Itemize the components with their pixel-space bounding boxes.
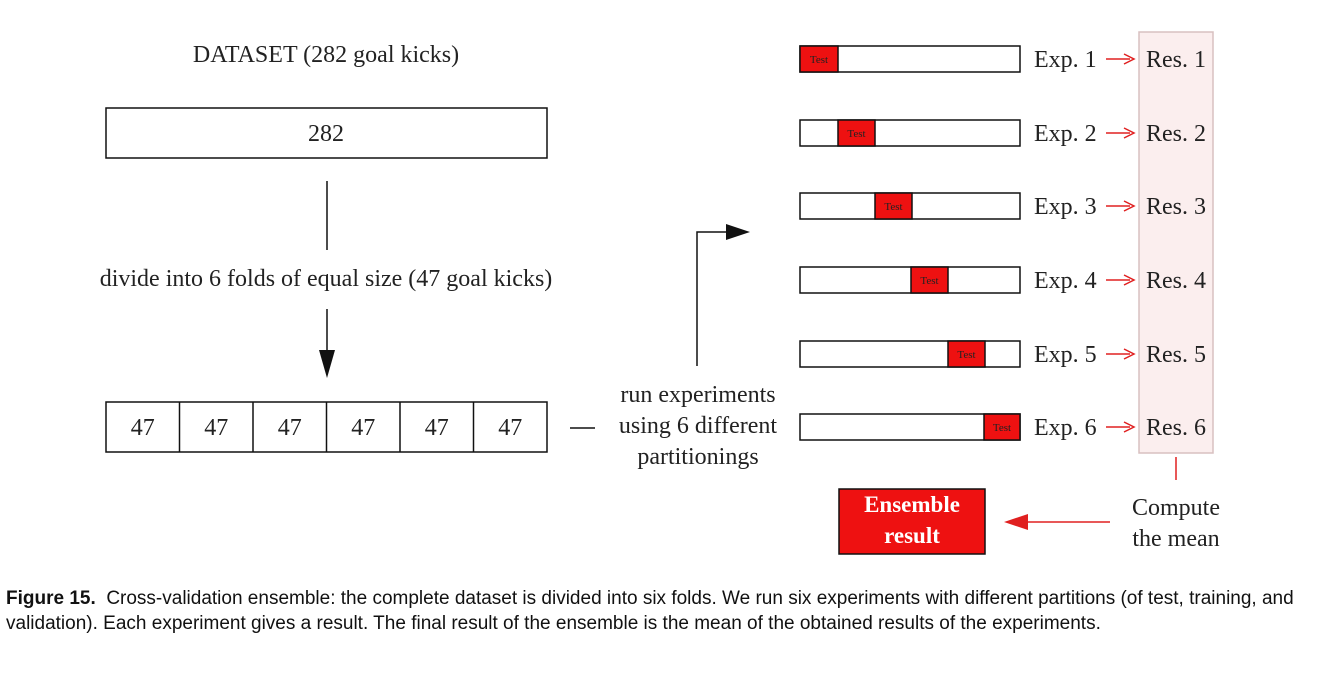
- experiment-row: Test Exp. 2 Res. 2: [799, 119, 1206, 147]
- dataset-count: 282: [308, 121, 344, 147]
- experiment-rows: Test Exp. 1 Res. 1 Test Exp. 2 Res. 2 Te…: [799, 45, 1206, 441]
- fold-label: 47: [425, 415, 449, 441]
- exp-label: Exp. 6: [1034, 415, 1097, 441]
- results-column: [1138, 31, 1214, 454]
- red-arrow-head: [1123, 274, 1136, 286]
- partition-bar: [799, 340, 1021, 368]
- fold-label: 47: [351, 415, 375, 441]
- down-arrow-head: [319, 350, 335, 378]
- red-arrow-head: [1123, 348, 1136, 360]
- res-label: Res. 1: [1146, 47, 1206, 73]
- run-elbow-arrowhead: [726, 224, 750, 240]
- test-block: [799, 45, 839, 73]
- compute-label-line-2: the mean: [1132, 526, 1219, 552]
- red-arrow-head: [1123, 53, 1136, 65]
- experiment-row: Test Exp. 3 Res. 3: [799, 192, 1206, 220]
- divide-label: divide into 6 folds of equal size (47 go…: [100, 266, 553, 292]
- figure-caption: Figure 15. Cross-validation ensemble: th…: [6, 586, 1311, 636]
- fold-label: 47: [498, 415, 522, 441]
- test-block: [910, 266, 949, 294]
- run-label-line-2: using 6 different: [619, 413, 778, 439]
- experiment-row: Test Exp. 4 Res. 4: [799, 266, 1206, 294]
- exp-label: Exp. 5: [1034, 342, 1097, 368]
- test-block: [874, 192, 913, 220]
- exp-label: Exp. 4: [1034, 268, 1097, 294]
- red-arrow-head: [1123, 127, 1136, 139]
- fold-label: 47: [131, 415, 155, 441]
- fold-label: 47: [204, 415, 228, 441]
- run-label-line-1: run experiments: [620, 382, 775, 408]
- test-label: Test: [847, 128, 865, 140]
- compute-label-line-1: Compute: [1132, 495, 1220, 521]
- dataset-box: [105, 107, 548, 159]
- test-label: Test: [920, 275, 938, 287]
- ensemble-arrow-head: [1004, 514, 1028, 530]
- ensemble-label-line-2: result: [884, 523, 940, 548]
- caption-text: Cross-validation ensemble: the complete …: [6, 588, 1294, 634]
- partition-bar: [799, 119, 1021, 147]
- run-elbow-line: [696, 231, 728, 366]
- experiment-row: Test Exp. 1 Res. 1: [799, 45, 1206, 73]
- res-label: Res. 6: [1146, 415, 1206, 441]
- test-block: [837, 119, 876, 147]
- ensemble-label-line-1: Ensemble: [864, 492, 960, 517]
- test-label: Test: [810, 54, 828, 66]
- test-label: Test: [993, 422, 1011, 434]
- ensemble-result-box: [838, 488, 986, 555]
- partition-bar: [799, 266, 1021, 294]
- fold-label: 47: [278, 415, 302, 441]
- res-label: Res. 4: [1146, 268, 1206, 294]
- test-block: [947, 340, 986, 368]
- red-arrow-head: [1123, 421, 1136, 433]
- res-label: Res. 3: [1146, 194, 1206, 220]
- experiment-row: Test Exp. 5 Res. 5: [799, 340, 1206, 368]
- caption-label: Figure 15.: [6, 588, 96, 609]
- folds-row: 47 47 47 47 47 47: [105, 401, 548, 453]
- exp-label: Exp. 2: [1034, 121, 1097, 147]
- run-label-line-3: partitionings: [637, 444, 758, 470]
- exp-label: Exp. 1: [1034, 47, 1097, 73]
- exp-label: Exp. 3: [1034, 194, 1097, 220]
- experiment-row: Test Exp. 6 Res. 6: [799, 413, 1206, 441]
- res-label: Res. 2: [1146, 121, 1206, 147]
- dataset-title: DATASET (282 goal kicks): [193, 42, 459, 68]
- test-label: Test: [884, 201, 902, 213]
- test-block: [983, 413, 1021, 441]
- red-arrow-head: [1123, 200, 1136, 212]
- test-label: Test: [957, 349, 975, 361]
- res-label: Res. 5: [1146, 342, 1206, 368]
